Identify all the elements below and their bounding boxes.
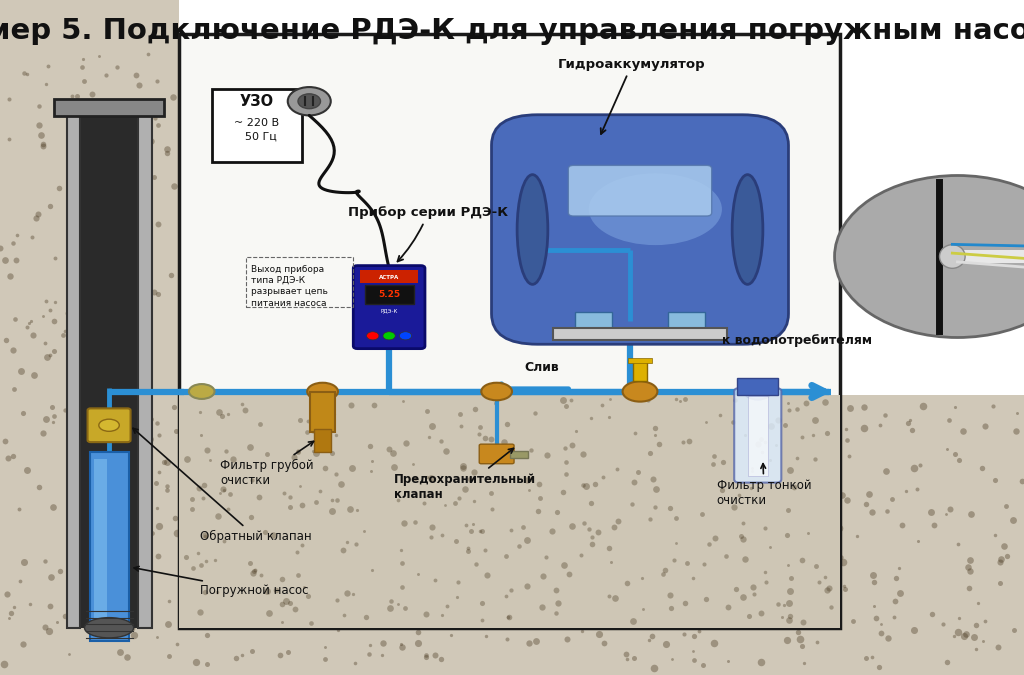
Bar: [748, 396, 768, 476]
Text: 5.25: 5.25: [378, 290, 400, 299]
Text: Выход прибора
типа РДЭ-К
разрывает цепь
питания насоса: Выход прибора типа РДЭ-К разрывает цепь …: [251, 265, 328, 308]
FancyBboxPatch shape: [479, 444, 514, 464]
Bar: [668, 312, 705, 329]
Text: РДЭ-К: РДЭ-К: [381, 308, 397, 313]
Text: Гидроаккумулятор: Гидроаккумулятор: [558, 58, 706, 134]
FancyBboxPatch shape: [734, 388, 781, 483]
Circle shape: [288, 87, 331, 115]
Ellipse shape: [939, 245, 965, 269]
FancyBboxPatch shape: [87, 408, 131, 442]
Bar: [179, 395, 840, 628]
Text: Фильтр тонкой
очистки: Фильтр тонкой очистки: [717, 464, 811, 507]
Text: Прибор серии РДЭ-К: Прибор серии РДЭ-К: [348, 206, 508, 261]
Text: Обратный клапан: Обратный клапан: [133, 429, 311, 543]
FancyBboxPatch shape: [568, 165, 712, 216]
Text: ~ 220 В
  50 Гц: ~ 220 В 50 Гц: [234, 118, 280, 141]
Bar: [0, 395, 1024, 675]
Circle shape: [367, 331, 379, 340]
Bar: [67, 108, 80, 628]
Bar: [0, 0, 179, 395]
Bar: [553, 328, 727, 340]
Bar: [80, 108, 138, 628]
Bar: [310, 392, 335, 432]
Bar: [737, 378, 778, 395]
Text: АСТРА: АСТРА: [379, 275, 399, 279]
Ellipse shape: [307, 383, 338, 400]
Bar: [138, 108, 152, 628]
Bar: [360, 270, 418, 284]
Ellipse shape: [188, 384, 215, 399]
Bar: [628, 358, 652, 363]
FancyBboxPatch shape: [492, 115, 788, 344]
Text: Пример 5. Подключение РДЭ-К для управления погружным насосом.: Пример 5. Подключение РДЭ-К для управлен…: [0, 17, 1024, 45]
FancyBboxPatch shape: [353, 265, 425, 348]
Bar: [633, 360, 647, 381]
Bar: [947, 250, 1024, 263]
Bar: [314, 429, 331, 452]
Ellipse shape: [84, 618, 133, 638]
Text: Фильтр грубой
очистки: Фильтр грубой очистки: [220, 441, 313, 487]
Ellipse shape: [744, 383, 771, 400]
Ellipse shape: [481, 383, 512, 400]
Circle shape: [383, 331, 395, 340]
Ellipse shape: [517, 175, 548, 284]
Ellipse shape: [732, 175, 763, 284]
Bar: [575, 312, 612, 329]
Bar: [54, 99, 164, 116]
Text: Погружной насос: Погружной насос: [134, 566, 308, 597]
Circle shape: [835, 176, 1024, 338]
Ellipse shape: [623, 381, 657, 402]
Text: к водопотребителям: к водопотребителям: [722, 334, 871, 348]
Ellipse shape: [98, 419, 119, 431]
Text: Предохранительный
клапан: Предохранительный клапан: [394, 448, 537, 500]
Bar: [94, 459, 108, 634]
Bar: [90, 452, 129, 641]
Ellipse shape: [589, 173, 722, 245]
Text: УЗО: УЗО: [240, 95, 274, 109]
Bar: [510, 451, 528, 458]
Bar: [246, 256, 353, 307]
Bar: [365, 285, 414, 304]
Circle shape: [298, 94, 321, 109]
Text: Слив: Слив: [524, 361, 559, 375]
Bar: [212, 89, 302, 162]
Circle shape: [399, 331, 412, 340]
Bar: [179, 34, 840, 628]
